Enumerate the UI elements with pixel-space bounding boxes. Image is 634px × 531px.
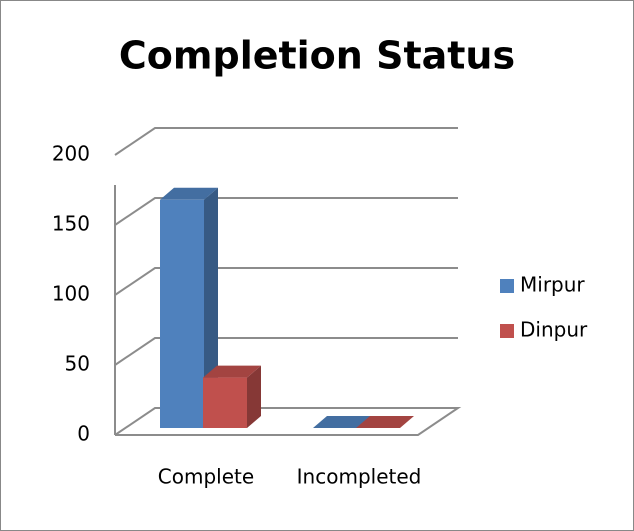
legend-swatch bbox=[500, 279, 514, 293]
bar-top bbox=[160, 187, 218, 200]
chart-title: Completion Status bbox=[119, 34, 515, 78]
y-tick-label: 0 bbox=[77, 422, 90, 446]
legend-label: Dinpur bbox=[520, 318, 588, 342]
bar-top bbox=[313, 416, 371, 428]
bar-side bbox=[247, 365, 261, 428]
grid-line bbox=[114, 267, 458, 296]
bar-top bbox=[203, 365, 261, 378]
bar-top bbox=[356, 416, 414, 428]
legend-swatch bbox=[500, 324, 514, 338]
grid-line bbox=[114, 127, 458, 156]
grid-line bbox=[114, 337, 458, 366]
y-tick-label: 200 bbox=[52, 142, 90, 166]
bar bbox=[160, 199, 204, 428]
grid-line bbox=[114, 407, 462, 436]
bar bbox=[203, 377, 247, 428]
x-tick-label: Incompleted bbox=[297, 465, 422, 489]
y-tick-label: 50 bbox=[65, 352, 90, 376]
legend-label: Mirpur bbox=[520, 273, 585, 297]
y-tick-label: 150 bbox=[52, 212, 90, 236]
x-tick-label: Complete bbox=[158, 465, 254, 489]
grid-line bbox=[114, 197, 458, 226]
y-tick-label: 100 bbox=[52, 282, 90, 306]
